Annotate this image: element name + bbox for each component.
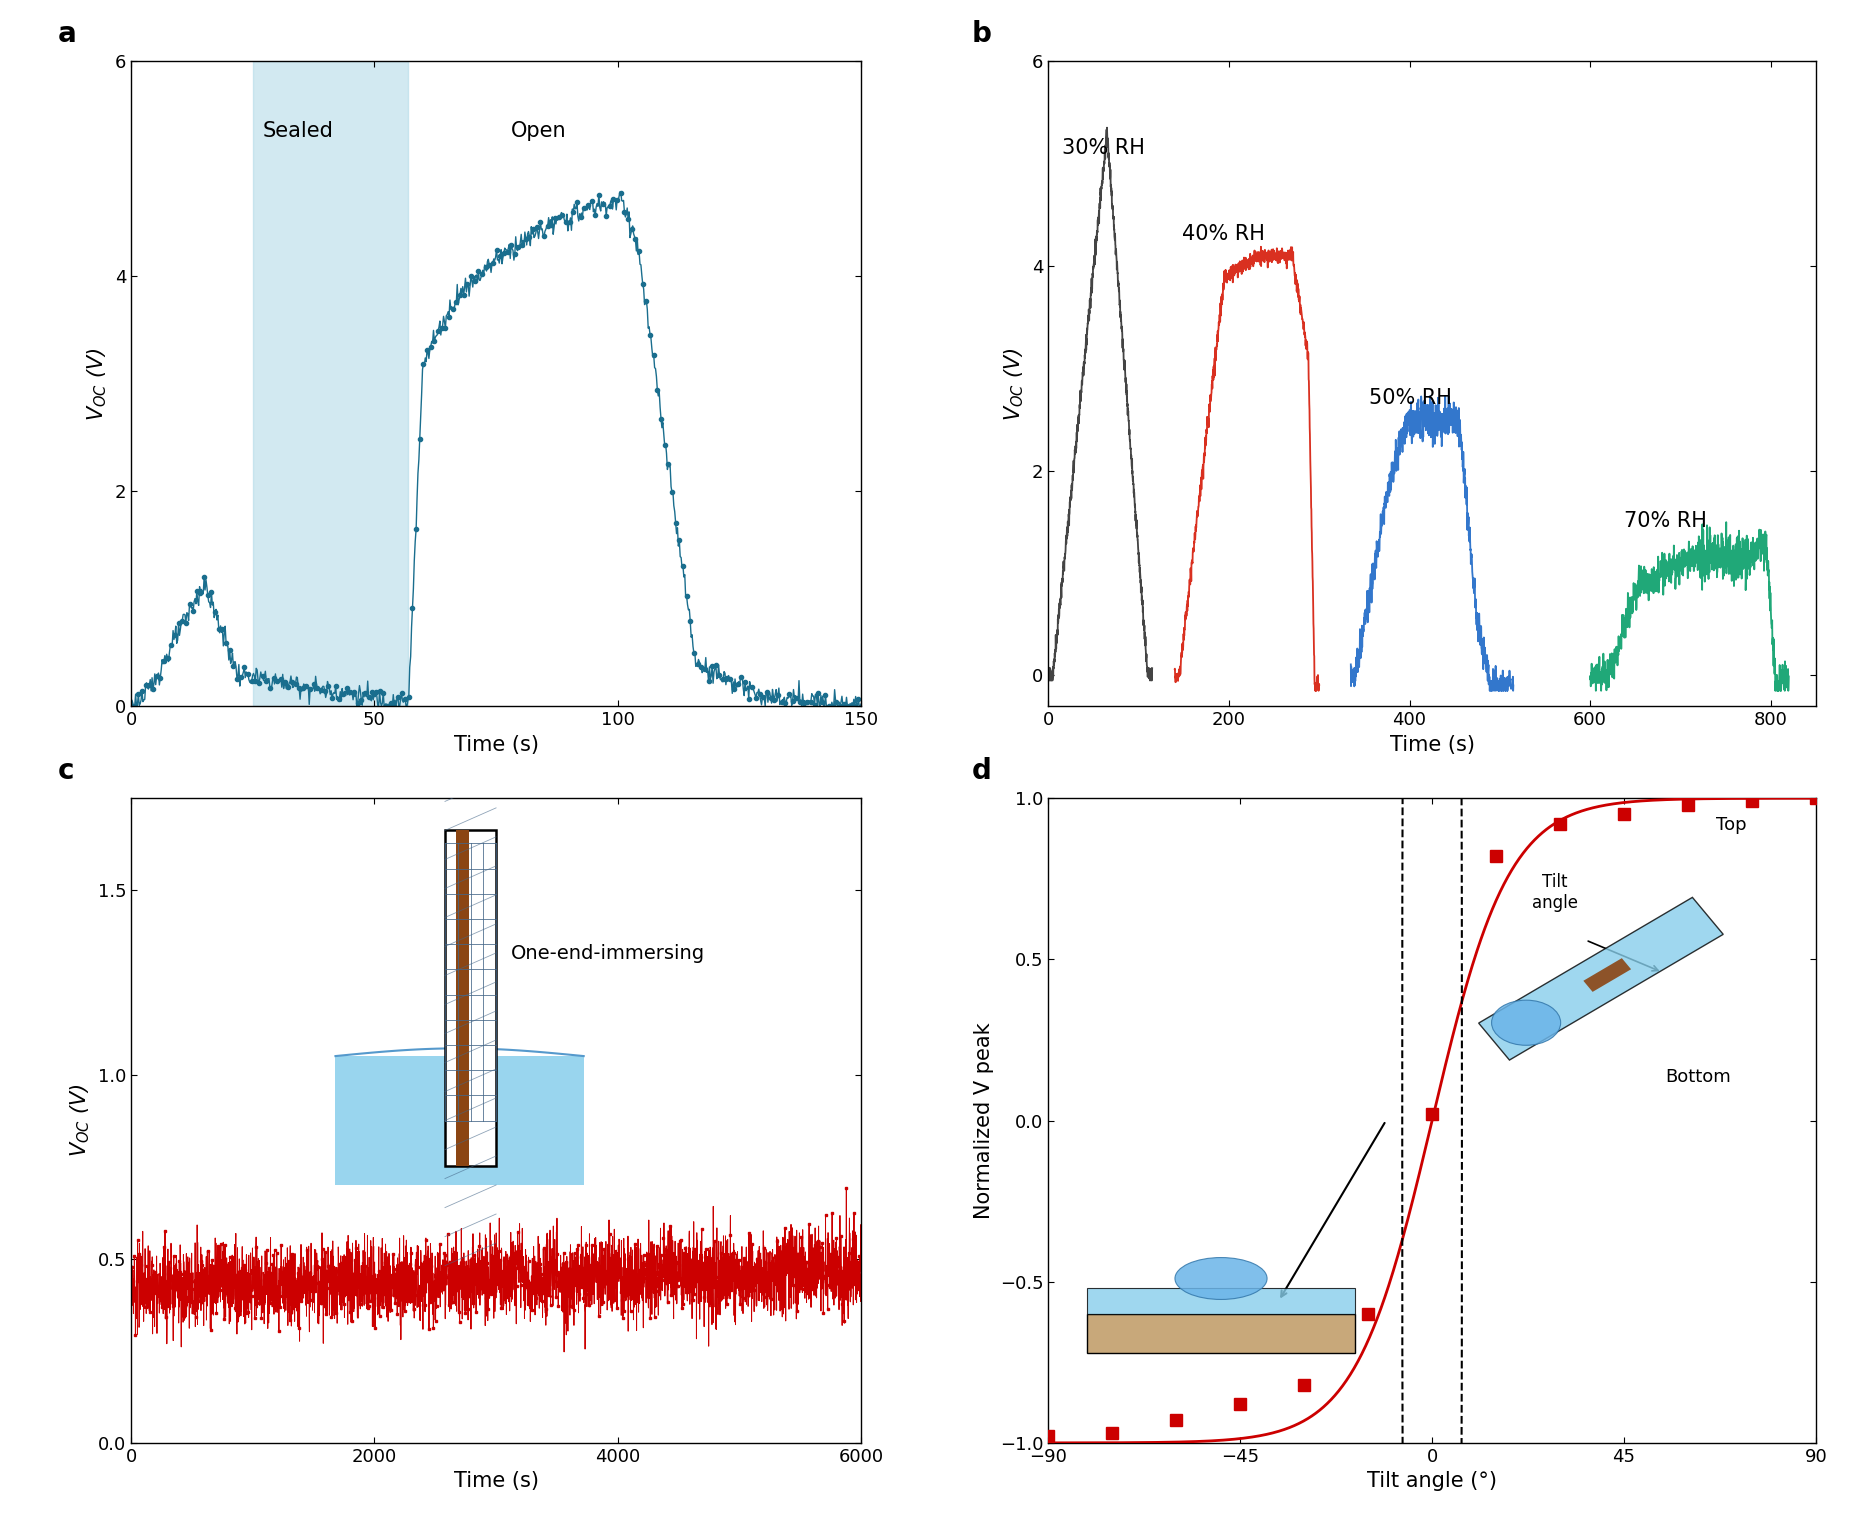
Text: 50% RH: 50% RH: [1368, 388, 1453, 408]
Text: c: c: [58, 757, 75, 784]
Polygon shape: [335, 1056, 584, 1185]
X-axis label: Time (s): Time (s): [453, 735, 539, 755]
Y-axis label: $V_{OC}$ (V): $V_{OC}$ (V): [69, 1084, 92, 1157]
Text: 40% RH: 40% RH: [1181, 224, 1265, 244]
X-axis label: Time (s): Time (s): [453, 1472, 539, 1492]
Text: One-end-immersing: One-end-immersing: [511, 944, 704, 964]
Text: Open: Open: [511, 121, 567, 141]
Ellipse shape: [1176, 1257, 1267, 1300]
Text: d: d: [972, 757, 992, 784]
Text: Tilt
angle: Tilt angle: [1531, 873, 1578, 912]
Polygon shape: [1088, 1288, 1355, 1314]
Y-axis label: $V_{OC}$ (V): $V_{OC}$ (V): [1003, 347, 1026, 421]
Text: a: a: [58, 20, 77, 48]
Polygon shape: [446, 830, 496, 1165]
Polygon shape: [1088, 1314, 1355, 1352]
Polygon shape: [1584, 958, 1631, 992]
Bar: [253, 61, 408, 706]
Text: Sealed: Sealed: [262, 121, 333, 141]
Text: Bottom: Bottom: [1666, 1068, 1732, 1085]
Y-axis label: $V_{OC}$ (V): $V_{OC}$ (V): [86, 347, 109, 421]
X-axis label: Tilt angle (°): Tilt angle (°): [1367, 1472, 1498, 1492]
Text: Top: Top: [1717, 817, 1747, 835]
X-axis label: Time (s): Time (s): [1389, 735, 1475, 755]
Text: b: b: [972, 20, 992, 48]
Ellipse shape: [1492, 1001, 1561, 1045]
Polygon shape: [1479, 898, 1724, 1061]
Text: 70% RH: 70% RH: [1623, 511, 1707, 531]
Polygon shape: [457, 830, 470, 1165]
Y-axis label: Normalized V peak: Normalized V peak: [973, 1022, 994, 1219]
Text: 30% RH: 30% RH: [1061, 138, 1146, 158]
